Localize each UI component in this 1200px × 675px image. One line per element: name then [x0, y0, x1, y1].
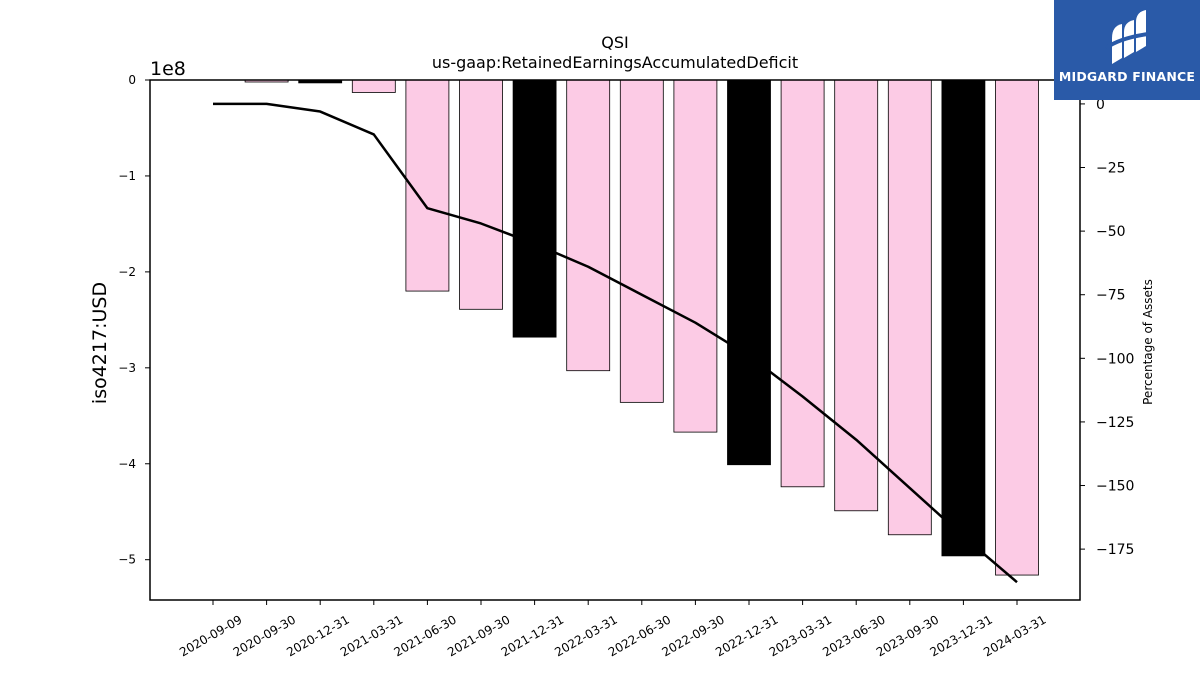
- bar-2021-12-31: [512, 79, 557, 338]
- bar-2023-03-31: [780, 79, 825, 488]
- y2-tick-label: −100: [1096, 351, 1134, 367]
- bar-2022-12-31: [727, 79, 771, 466]
- y-axis-label: iso4217:USD: [89, 282, 111, 404]
- percentage-line: [213, 102, 1018, 584]
- bar-2021-06-30: [405, 79, 450, 292]
- logo-text: MIDGARD FINANCE: [1058, 69, 1196, 84]
- y-axis-ticks: 0 −1 −2 −3 −4 −5: [118, 73, 150, 567]
- plot-frame: [149, 79, 1081, 601]
- y-tick-label: −1: [118, 169, 136, 183]
- bar-2022-06-30: [619, 79, 664, 403]
- y-tick-label: −2: [118, 265, 136, 279]
- y-tick-label: 0: [128, 73, 136, 87]
- midgard-logo: MIDGARD FINANCE: [1054, 0, 1200, 100]
- y2-tick-label: −175: [1096, 542, 1134, 558]
- bar-2023-09-30: [887, 79, 932, 536]
- y-tick-label: −5: [118, 553, 136, 567]
- logo-mark-icon: [1104, 10, 1149, 64]
- bar-2021-09-30: [459, 79, 503, 310]
- y-offset-label: 1e8: [150, 58, 186, 80]
- y-tick-label: −3: [118, 361, 136, 375]
- y2-tick-label: 0: [1096, 97, 1105, 113]
- chart-subtitle: us-gaap:RetainedEarningsAccumulatedDefic…: [432, 53, 798, 72]
- y2-tick-label: −150: [1096, 479, 1134, 495]
- chart-title: QSI: [601, 33, 628, 52]
- bar-2022-09-30: [673, 79, 718, 433]
- y2-axis-ticks: 0 −25 −50 −75 −100 −125 −150 −175: [1080, 97, 1134, 558]
- y2-tick-label: −25: [1096, 161, 1126, 177]
- y2-tick-label: −125: [1096, 415, 1134, 431]
- x-axis-ticks: 2020-09-092020-09-302020-12-312021-03-31…: [177, 600, 1049, 659]
- y2-axis-label: Percentage of Assets: [1141, 279, 1155, 405]
- bar-2021-03-31: [351, 79, 396, 93]
- bar-2024-03-31: [995, 79, 1039, 576]
- y-tick-label: −4: [118, 457, 136, 471]
- bar-2022-03-31: [566, 79, 611, 372]
- y2-tick-label: −75: [1096, 288, 1126, 304]
- y2-tick-label: −50: [1096, 224, 1126, 240]
- line-layer: [213, 102, 1018, 584]
- bar-2023-12-31: [941, 79, 986, 557]
- bar-group: [244, 79, 1039, 576]
- bar-2023-06-30: [834, 79, 879, 512]
